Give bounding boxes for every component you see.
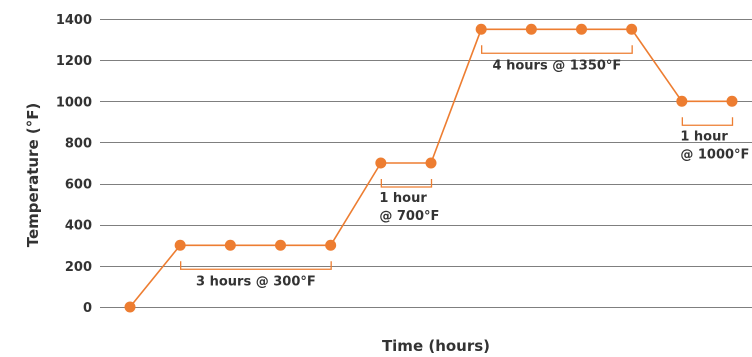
annotation-label-line1: 1 hour <box>379 191 427 206</box>
annotation-labels: 3 hours @ 300°F 1 hour @ 700°F 4 hours @ 13… <box>196 58 749 289</box>
y-tick-label: 1000 <box>56 95 92 110</box>
data-point <box>375 157 387 169</box>
data-point <box>726 95 738 107</box>
data-point <box>626 23 638 35</box>
data-point <box>475 23 487 35</box>
annotation-label: 3 hours @ 300°F <box>196 274 316 289</box>
series-line-segment <box>329 162 382 246</box>
data-point <box>174 239 186 251</box>
data-point <box>275 239 286 251</box>
series-line-segment <box>430 29 482 164</box>
annotation-label-line2: @ 1000°F <box>680 147 749 162</box>
y-tick-label: 600 <box>65 178 92 193</box>
y-tick-label: 1400 <box>56 13 92 28</box>
series-points <box>124 23 738 313</box>
data-point <box>525 23 537 35</box>
y-tick-labels: 0 200 400 600 800 1000 1200 1400 <box>56 13 92 316</box>
annotation-label-line2: @ 700°F <box>379 209 439 224</box>
gridlines <box>100 19 752 308</box>
y-axis-title: Temperature (°F) <box>24 103 42 248</box>
annotation-brackets <box>180 45 734 270</box>
y-tick-label: 400 <box>65 219 92 234</box>
annotation-bracket <box>681 117 734 126</box>
y-tick-label: 800 <box>65 136 92 151</box>
annotation-label-line1: 1 hour <box>680 129 728 144</box>
y-tick-label: 0 <box>83 301 92 316</box>
annotation-bracket <box>180 261 332 270</box>
x-axis-title: Time (hours) <box>382 337 490 355</box>
y-tick-label: 200 <box>65 260 92 275</box>
annotation-bracket <box>380 179 433 188</box>
data-point <box>325 239 337 251</box>
data-point <box>676 95 688 107</box>
data-point <box>425 157 437 169</box>
data-point <box>224 239 236 251</box>
data-point <box>576 23 587 35</box>
y-tick-label: 1200 <box>56 54 92 69</box>
data-point <box>124 301 136 313</box>
series-line-segment <box>631 28 683 102</box>
annotation-bracket <box>481 45 633 54</box>
series-lines <box>129 28 732 308</box>
annotation-label: 4 hours @ 1350°F <box>493 58 622 73</box>
series-line-segment <box>129 244 181 308</box>
